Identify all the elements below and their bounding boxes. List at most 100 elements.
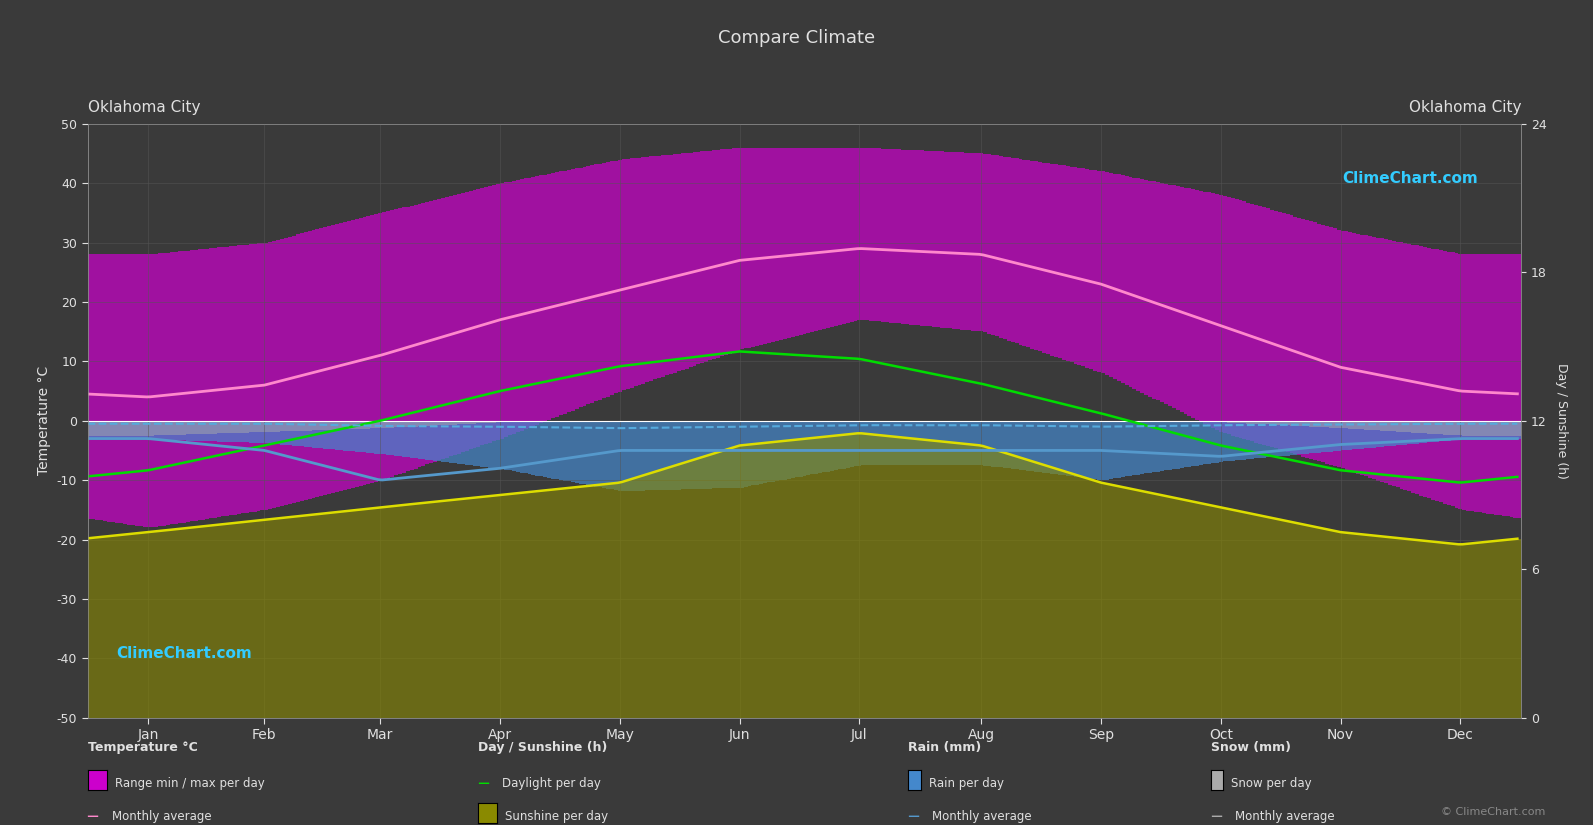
Bar bbox=[363, 421, 366, 452]
Bar bbox=[1301, 524, 1305, 718]
Bar bbox=[213, 421, 217, 433]
Text: ClimeChart.com: ClimeChart.com bbox=[1343, 172, 1478, 186]
Bar bbox=[1278, 421, 1282, 456]
Bar bbox=[1325, 226, 1329, 464]
Bar bbox=[814, 148, 819, 331]
Bar bbox=[229, 421, 233, 442]
Bar bbox=[637, 158, 642, 385]
Bar bbox=[822, 421, 827, 472]
Bar bbox=[645, 157, 650, 382]
Bar bbox=[1286, 521, 1290, 718]
Bar bbox=[841, 421, 846, 469]
Bar bbox=[924, 421, 929, 465]
Bar bbox=[1015, 421, 1018, 469]
Bar bbox=[1462, 544, 1466, 718]
Bar bbox=[1093, 170, 1098, 370]
Bar bbox=[527, 421, 532, 422]
Bar bbox=[307, 515, 312, 718]
Bar bbox=[202, 249, 205, 520]
Bar bbox=[331, 512, 335, 718]
Bar bbox=[744, 446, 747, 718]
Bar bbox=[1364, 421, 1368, 448]
Bar bbox=[249, 244, 253, 512]
Bar bbox=[1481, 421, 1486, 436]
Bar bbox=[1231, 421, 1235, 422]
Bar bbox=[1435, 542, 1438, 718]
Bar bbox=[940, 421, 945, 465]
Bar bbox=[489, 186, 492, 443]
Bar bbox=[119, 254, 123, 523]
Bar bbox=[790, 441, 795, 718]
Bar bbox=[88, 421, 91, 436]
Bar bbox=[790, 421, 795, 478]
Bar bbox=[594, 164, 599, 401]
Bar bbox=[626, 481, 629, 718]
Bar bbox=[1109, 484, 1114, 718]
Bar bbox=[1352, 421, 1356, 429]
Bar bbox=[605, 484, 610, 718]
Bar bbox=[554, 172, 559, 417]
Bar bbox=[610, 483, 613, 718]
Bar bbox=[1337, 421, 1341, 428]
Bar bbox=[1176, 498, 1179, 718]
Bar bbox=[575, 488, 578, 718]
Bar bbox=[1438, 542, 1443, 718]
Bar bbox=[1219, 421, 1223, 422]
Bar bbox=[202, 526, 205, 718]
Bar bbox=[892, 436, 897, 718]
Bar bbox=[495, 421, 500, 422]
Bar bbox=[916, 439, 921, 718]
Bar bbox=[288, 517, 292, 718]
Bar bbox=[335, 224, 339, 492]
Bar bbox=[693, 152, 696, 365]
Bar bbox=[1341, 421, 1344, 450]
Bar bbox=[386, 421, 390, 455]
Bar bbox=[327, 513, 331, 718]
Bar bbox=[524, 421, 527, 474]
Bar bbox=[131, 254, 135, 525]
Bar bbox=[150, 254, 155, 527]
Bar bbox=[709, 455, 712, 718]
Bar bbox=[1502, 421, 1505, 439]
Bar bbox=[1329, 421, 1333, 427]
Bar bbox=[602, 163, 605, 398]
Bar bbox=[1109, 421, 1114, 479]
Bar bbox=[594, 421, 599, 487]
Bar bbox=[621, 482, 626, 718]
Bar bbox=[1305, 525, 1309, 718]
Bar bbox=[1066, 472, 1069, 718]
Bar bbox=[1176, 421, 1179, 469]
Bar bbox=[178, 421, 182, 441]
Bar bbox=[1317, 527, 1321, 718]
Bar bbox=[158, 253, 162, 526]
Bar bbox=[701, 458, 704, 718]
Bar bbox=[162, 253, 166, 526]
Bar bbox=[378, 421, 382, 454]
Bar bbox=[527, 177, 532, 427]
Text: ─: ─ bbox=[88, 808, 97, 825]
Bar bbox=[945, 441, 948, 718]
Bar bbox=[1128, 421, 1133, 476]
Bar bbox=[951, 152, 956, 329]
Bar bbox=[256, 521, 260, 718]
Bar bbox=[162, 530, 166, 718]
Bar bbox=[755, 421, 760, 484]
Bar bbox=[500, 421, 503, 422]
Bar bbox=[755, 148, 760, 346]
Bar bbox=[1050, 467, 1055, 718]
Bar bbox=[1317, 421, 1321, 427]
Bar bbox=[1039, 162, 1042, 351]
Bar bbox=[1082, 477, 1085, 718]
Bar bbox=[112, 421, 115, 436]
Bar bbox=[932, 441, 937, 718]
Bar bbox=[245, 522, 249, 718]
Bar bbox=[312, 421, 315, 431]
Bar bbox=[1443, 421, 1446, 435]
Bar bbox=[878, 435, 881, 718]
Bar bbox=[272, 241, 276, 508]
Bar bbox=[378, 421, 382, 428]
Bar bbox=[264, 520, 268, 718]
Bar bbox=[1400, 538, 1403, 718]
Bar bbox=[591, 421, 594, 486]
Bar bbox=[634, 478, 637, 718]
